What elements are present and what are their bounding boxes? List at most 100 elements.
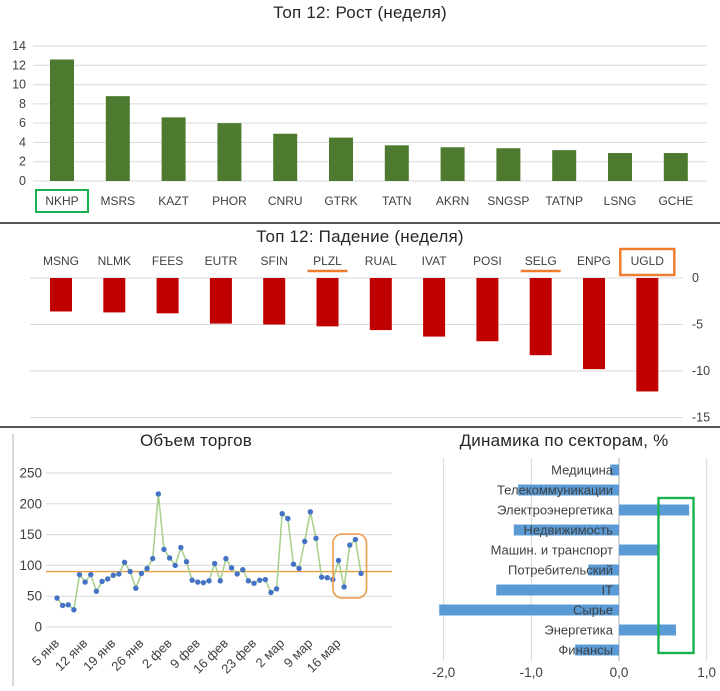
category-label-TATN: TATN <box>382 194 412 208</box>
data-point-marker <box>161 546 167 553</box>
category-label-TATNP: TATNP <box>545 194 583 208</box>
data-point-marker <box>59 602 66 609</box>
y-axis-tick-label: 250 <box>19 466 42 481</box>
data-point-marker <box>234 571 240 577</box>
y-axis-tick-label: -10 <box>692 364 710 378</box>
decline-chart-panel: Топ 12: Падение (неделя) 0 -5 -10 -15 MSNG NL… <box>0 224 720 426</box>
category-label-Медицина: Медицина <box>551 463 614 478</box>
data-point-marker <box>302 538 308 545</box>
data-point-marker <box>183 559 190 565</box>
category-label-PLZL: PLZL <box>313 254 342 268</box>
category-label-Телекоммуникации: Телекоммуникации <box>497 483 613 498</box>
data-point-marker <box>251 580 257 586</box>
highlight-box-sectors <box>657 496 695 655</box>
data-point-marker <box>313 535 319 541</box>
data-point-marker <box>178 544 184 551</box>
category-label-GCHE: GCHE <box>658 194 693 208</box>
y-axis-tick-label: 6 <box>19 116 26 130</box>
data-point-marker <box>347 542 353 548</box>
data-point-marker <box>206 578 212 584</box>
bar-NLMK <box>103 278 126 313</box>
volume-chart-panel: Объем торгов 0 50 100 150 200 250 5 янв 12 янв 1… <box>0 428 392 691</box>
data-point-marker <box>155 491 162 497</box>
sectors-chart-title: Динамика по секторам, % <box>459 431 669 450</box>
data-point-marker <box>172 562 178 569</box>
data-point-marker <box>195 579 201 585</box>
data-point-marker <box>352 536 359 543</box>
y-axis-tick-label: 14 <box>12 39 26 53</box>
category-label-Потребительский: Потребительский <box>508 563 613 578</box>
data-point-marker <box>217 578 223 584</box>
category-label-LSNG: LSNG <box>604 194 637 208</box>
bar-Недвижимость <box>513 524 619 536</box>
bar-Финансы <box>575 644 619 656</box>
bar-IT <box>496 584 619 596</box>
bar-TATNP <box>552 150 577 181</box>
x-axis-tick-label: 2 фев <box>139 635 175 671</box>
x-axis-tick-label: 0,0 <box>610 665 629 680</box>
data-point-marker <box>82 579 88 585</box>
data-point-marker <box>127 568 133 575</box>
category-label-PHOR: PHOR <box>212 194 247 208</box>
data-point-marker <box>358 570 364 577</box>
bar-EUTR <box>209 278 232 324</box>
data-point-marker <box>240 567 246 573</box>
bar-SELG <box>529 278 552 356</box>
category-label-POSI: POSI <box>473 254 502 268</box>
category-label-Финансы: Финансы <box>558 643 613 658</box>
category-label-KAZT: KAZT <box>158 194 189 208</box>
y-axis-tick-label: 150 <box>19 527 42 542</box>
bar-CNRU <box>273 133 298 181</box>
data-point-marker <box>110 572 117 578</box>
data-point-marker <box>335 557 342 564</box>
data-point-marker <box>166 555 173 561</box>
bar-RUAL <box>369 278 392 331</box>
data-point-marker <box>223 555 229 562</box>
bar-MSNG <box>50 278 72 312</box>
bar-NKHP <box>50 59 74 181</box>
x-axis-tick-label: 2 мар <box>252 636 287 671</box>
bar-IVAT <box>423 278 446 337</box>
data-point-marker <box>307 509 314 515</box>
category-label-NLMK: NLMK <box>98 254 131 268</box>
data-point-marker <box>104 576 111 582</box>
bar-ENPG <box>583 278 605 370</box>
data-point-marker <box>138 570 145 577</box>
bar-POSI <box>476 278 499 342</box>
y-axis-tick-label: 10 <box>12 78 26 92</box>
x-axis-tick-label: -2,0 <box>432 665 455 680</box>
bar-Потребительский <box>588 564 619 576</box>
sectors-bar-chart: -2,0 -1,0 0,0 1,0 Медицина Телекоммуникации Эл… <box>432 458 716 680</box>
category-label-MSRS: MSRS <box>100 194 135 208</box>
data-point-marker <box>273 586 280 592</box>
data-point-marker <box>116 571 122 577</box>
y-axis-tick-label: 0 <box>34 620 42 635</box>
data-point-marker <box>296 565 302 572</box>
data-point-marker <box>318 574 325 580</box>
highlight-box-NKHP <box>35 189 89 213</box>
bar-FEES <box>156 278 179 314</box>
category-label-EUTR: EUTR <box>205 254 238 268</box>
bar-Энергетика <box>619 624 677 636</box>
category-label-NKHP: NKHP <box>45 194 78 208</box>
data-point-marker <box>262 576 269 583</box>
data-point-marker <box>99 578 105 585</box>
category-label-SNGSP: SNGSP <box>487 194 529 208</box>
category-label-Недвижимость: Недвижимость <box>524 523 614 538</box>
x-axis-tick-label: 1,0 <box>697 665 716 680</box>
bar-LSNG <box>608 153 632 181</box>
panel-divider <box>0 222 720 224</box>
bar-PHOR <box>217 123 242 181</box>
highlight-box-recent-points <box>332 533 368 599</box>
bar-KAZT <box>161 117 186 181</box>
category-label-RUAL: RUAL <box>365 254 397 268</box>
data-point-marker <box>285 515 291 522</box>
decline-bar-chart: 0 -5 -10 -15 MSNG NLMK FEES EUTR SFIN PLZL RUAL IVA… <box>30 247 710 425</box>
category-label-CNRU: CNRU <box>268 194 303 208</box>
data-point-marker <box>228 565 235 571</box>
bar-GCHE <box>663 153 688 181</box>
data-point-marker <box>121 559 128 566</box>
y-axis-tick-label: 200 <box>19 496 42 511</box>
category-label-GTRK: GTRK <box>324 194 357 208</box>
